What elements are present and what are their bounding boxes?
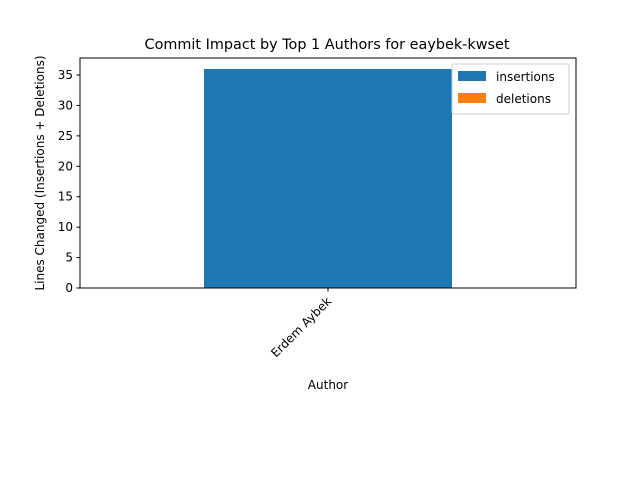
plot-frame (79, 57, 577, 289)
legend-label-insertions: insertions (496, 70, 555, 84)
y-tick-label: 25 (58, 129, 73, 143)
y-tick-label: 5 (65, 251, 73, 265)
legend-swatch-deletions (458, 93, 486, 103)
y-tick-label: 35 (58, 68, 73, 82)
chart-title: Commit Impact by Top 1 Authors for eaybe… (145, 37, 510, 53)
x-axis-label: Author (308, 378, 348, 392)
y-tick-label: 0 (65, 281, 73, 295)
y-axis: 0 5 10 15 20 25 30 35 (58, 68, 80, 295)
y-tick-label: 10 (58, 220, 73, 234)
legend-swatch-insertions (458, 71, 486, 81)
y-tick-label: 30 (58, 98, 73, 112)
legend: insertions deletions (451, 63, 570, 115)
legend-label-deletions: deletions (496, 92, 551, 106)
y-axis-label: Lines Changed (Insertions + Deletions) (33, 55, 47, 290)
bars-group (204, 68, 452, 288)
bar-insertions (204, 68, 452, 288)
y-tick-label: 20 (58, 159, 73, 173)
y-tick-label: 15 (58, 190, 73, 204)
